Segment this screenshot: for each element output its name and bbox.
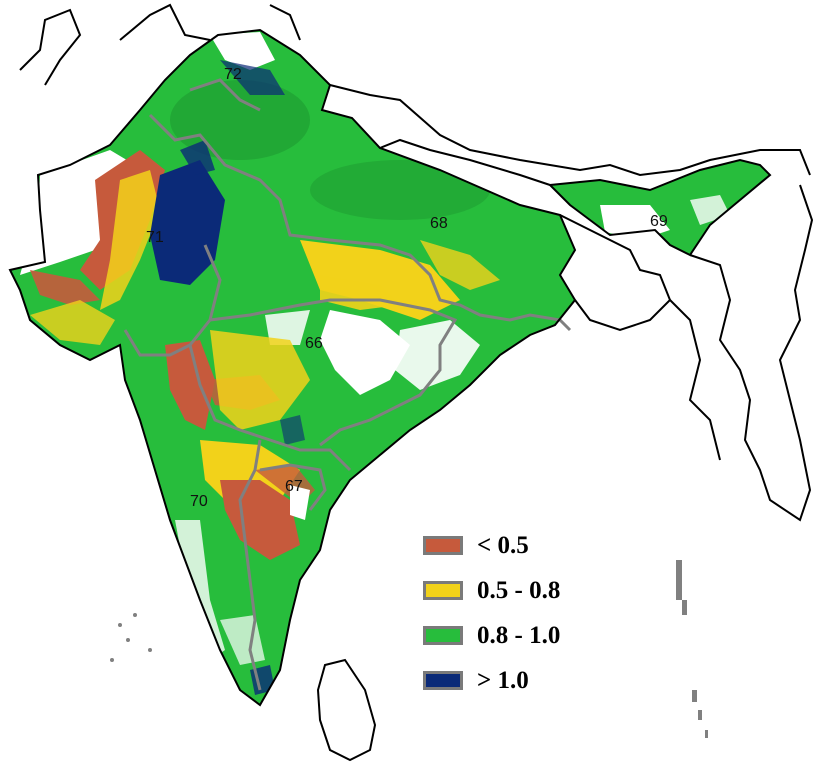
legend-label: < 0.5 [477,531,529,559]
legend-item-gt-1-0: > 1.0 [423,658,560,703]
legend-swatch [423,581,463,600]
ratio-class-patches [20,32,500,695]
region-label-70: 70 [190,493,208,510]
region-label-67: 67 [285,478,303,495]
islands [110,560,708,738]
legend-swatch [423,626,463,645]
legend-label: 0.8 - 1.0 [477,621,561,649]
legend-label: 0.5 - 0.8 [477,576,561,604]
region-label-66: 66 [305,335,323,352]
legend-item-0-5-0-8: 0.5 - 0.8 [423,568,560,613]
country-boundaries [8,3,814,762]
region-label-71: 71 [146,229,164,246]
legend-item-0-8-1-0: 0.8 - 1.0 [423,613,560,658]
region-label-69: 69 [650,213,668,230]
region-label-68: 68 [430,215,448,232]
region-label-72: 72 [224,66,242,83]
legend-label: > 1.0 [477,666,529,694]
region-boundaries [123,78,572,691]
legend-swatch [423,536,463,555]
legend: < 0.5 0.5 - 0.8 0.8 - 1.0 > 1.0 [423,523,560,703]
legend-swatch [423,671,463,690]
legend-item-lt-0-5: < 0.5 [423,523,560,568]
